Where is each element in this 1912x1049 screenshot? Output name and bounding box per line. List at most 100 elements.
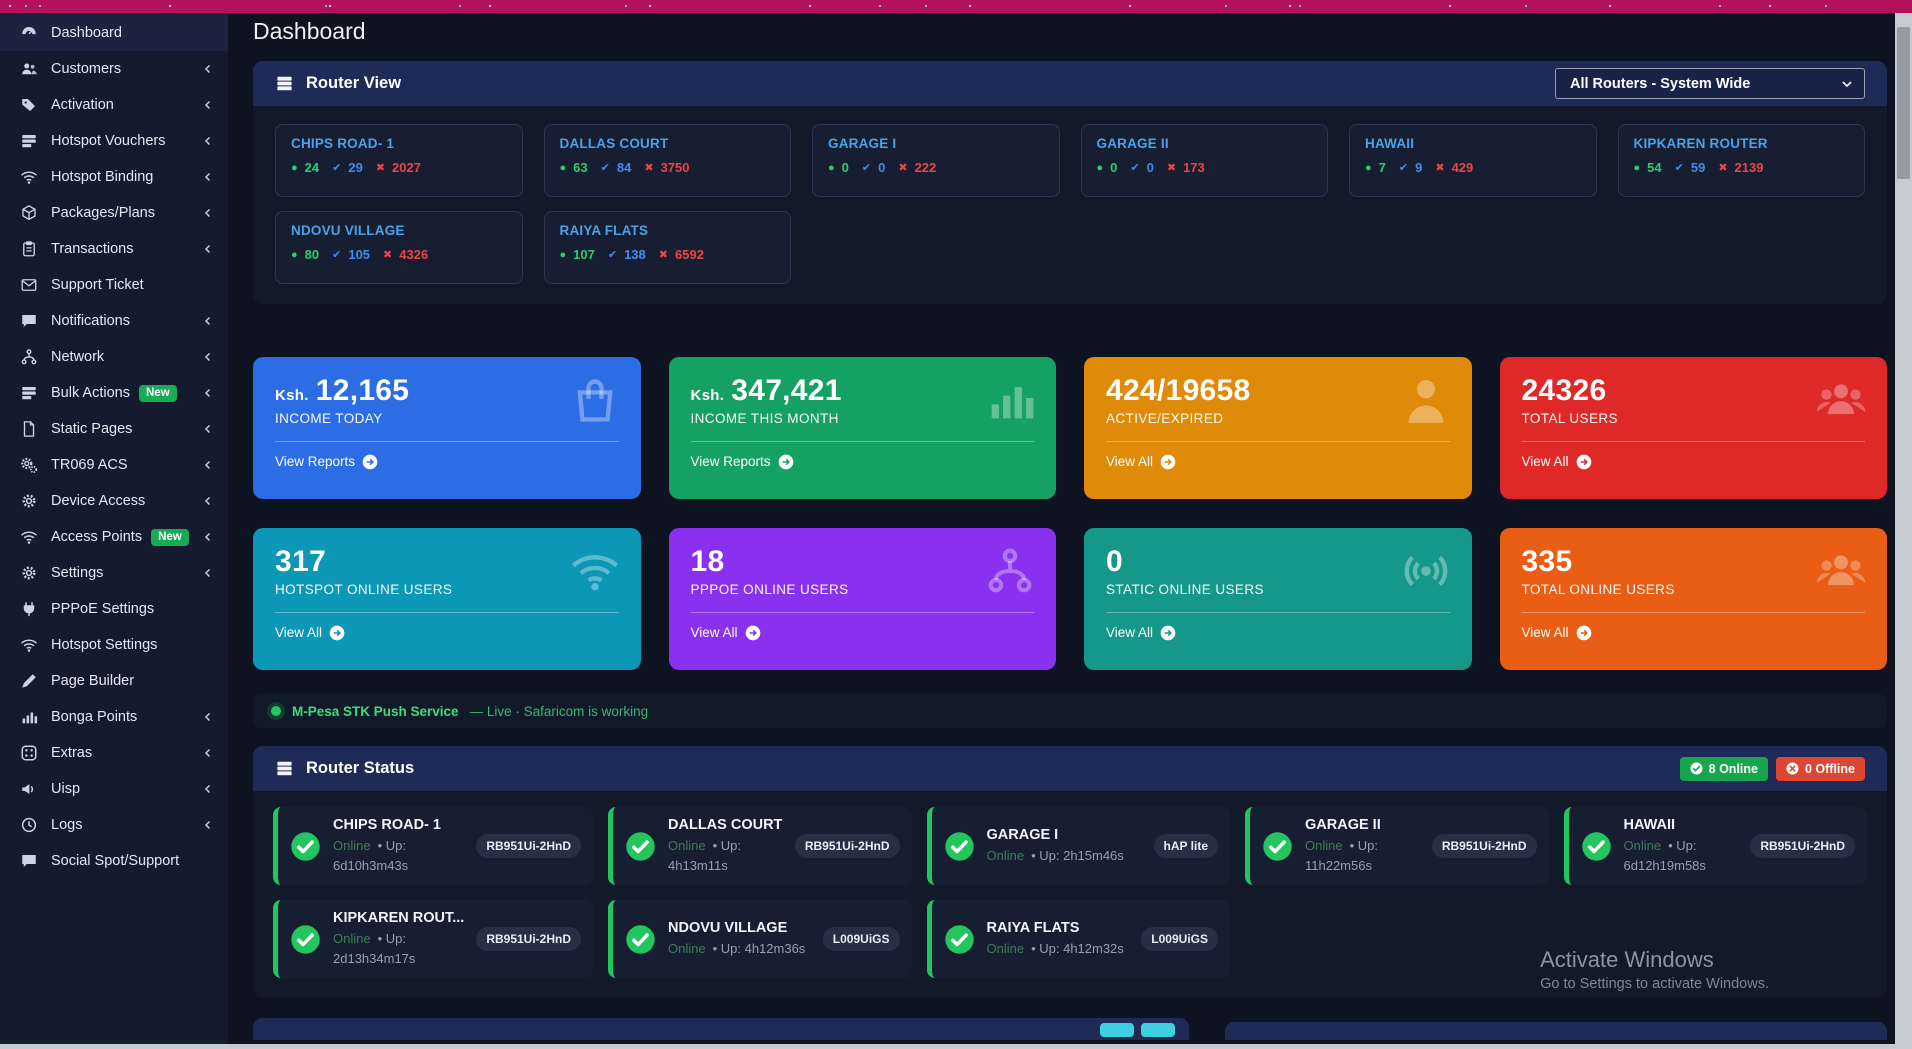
online-count: 107 bbox=[573, 247, 595, 262]
expired-x-icon: ✖ bbox=[383, 249, 393, 261]
sidebar-item[interactable]: Support Ticket bbox=[0, 267, 228, 303]
sidebar-item[interactable]: Bonga Points bbox=[0, 699, 228, 735]
router-summary-card[interactable]: GARAGE II ● 0 ✔ 0 ✖ 173 bbox=[1080, 124, 1328, 197]
sidebar-item-icon bbox=[20, 528, 38, 546]
router-summary-card[interactable]: DALLAS COURT ● 63 ✔ 84 ✖ 3750 bbox=[543, 124, 791, 197]
sidebar-item[interactable]: Network bbox=[0, 339, 228, 375]
stat-card-link[interactable]: View All bbox=[1522, 454, 1592, 470]
arrow-circle-right-icon bbox=[329, 625, 345, 641]
mini-tab-button[interactable] bbox=[1100, 1023, 1135, 1037]
sidebar-item[interactable]: Hotspot Vouchers bbox=[0, 123, 228, 159]
router-summary-card[interactable]: CHIPS ROAD- 1 ● 24 ✔ 29 ✖ 2027 bbox=[275, 124, 523, 197]
divider bbox=[1521, 612, 1865, 613]
sidebar-item[interactable]: Device Access bbox=[0, 483, 228, 519]
online-dot-icon: ● bbox=[1096, 161, 1104, 174]
router-status-card: CHIPS ROAD- 1 Online • Up: 6d10h3m43s RB9… bbox=[273, 807, 594, 885]
router-uptime: • Up: 4h12m36s bbox=[712, 940, 806, 956]
stat-label: STATIC ONLINE USERS bbox=[1106, 582, 1264, 597]
router-summary-card[interactable]: NDOVU VILLAGE ● 80 ✔ 105 ✖ 4326 bbox=[275, 211, 523, 284]
sidebar-item[interactable]: Extras bbox=[0, 735, 228, 771]
stat-card-link[interactable]: View Reports bbox=[691, 454, 794, 470]
sidebar-item[interactable]: Packages/Plans bbox=[0, 195, 228, 231]
sidebar-item-icon bbox=[20, 60, 38, 78]
online-count: 80 bbox=[304, 247, 320, 262]
sidebar-item[interactable]: Uisp bbox=[0, 771, 228, 807]
sidebar-item[interactable]: Hotspot Binding bbox=[0, 159, 228, 195]
stat-card-link[interactable]: View All bbox=[275, 625, 345, 641]
expired-count: 2139 bbox=[1734, 160, 1764, 175]
horizontal-scrollbar[interactable] bbox=[0, 1044, 1912, 1049]
sidebar-item-icon bbox=[20, 168, 38, 186]
sidebar-item-icon bbox=[20, 204, 38, 222]
router-status-panel: Router Status 8 Online 0 Offline bbox=[253, 746, 1887, 998]
router-summary-card[interactable]: GARAGE I ● 0 ✔ 0 ✖ 222 bbox=[812, 124, 1060, 197]
router-model-badge: RB951Ui-2HnD bbox=[1750, 834, 1855, 858]
sidebar-item-icon bbox=[20, 240, 38, 258]
mini-tab-button[interactable] bbox=[1141, 1023, 1176, 1037]
active-count: 0 bbox=[1146, 160, 1154, 175]
router-online-status: Online bbox=[333, 838, 371, 853]
router-online-status: Online bbox=[1623, 838, 1662, 853]
sidebar-item[interactable]: Transactions bbox=[0, 231, 228, 267]
offline-count-badge[interactable]: 0 Offline bbox=[1775, 756, 1865, 781]
sidebar-item[interactable]: Logs bbox=[0, 807, 228, 843]
stat-card-link[interactable]: View All bbox=[1106, 454, 1176, 470]
stat-card-link[interactable]: View Reports bbox=[275, 454, 378, 470]
sidebar-item[interactable]: Static Pages bbox=[0, 411, 228, 447]
sidebar-item[interactable]: Customers bbox=[0, 51, 228, 87]
router-summary-card[interactable]: KIPKAREN ROUTER ● 54 ✔ 59 ✖ 2139 bbox=[1617, 124, 1865, 197]
router-uptime: • Up: 6d10h3m43s bbox=[333, 838, 409, 873]
online-dot-icon: ● bbox=[828, 161, 835, 174]
router-view-title: Router View bbox=[306, 74, 402, 92]
sidebar-item[interactable]: Bulk Actions New bbox=[0, 375, 228, 411]
sidebar-item-icon bbox=[20, 348, 38, 366]
router-model-badge: L009UiGS bbox=[1141, 927, 1218, 951]
online-count-badge[interactable]: 8 Online bbox=[1679, 756, 1768, 781]
chevron-left-icon bbox=[202, 135, 214, 147]
router-status-card: HAWAII Online • Up: 6d12h19m58s RB951Ui-2… bbox=[1563, 807, 1867, 885]
divider bbox=[690, 441, 1034, 442]
router-name: KIPKAREN ROUT... bbox=[333, 910, 465, 926]
sidebar-item-label: PPPoE Settings bbox=[51, 601, 155, 617]
check-circle-icon bbox=[1262, 831, 1293, 862]
sidebar-item[interactable]: PPPoE Settings bbox=[0, 591, 228, 627]
router-name: CHIPS ROAD- 1 bbox=[333, 817, 441, 833]
active-check-icon: ✔ bbox=[332, 249, 342, 261]
sidebar-item[interactable]: TR069 ACS bbox=[0, 447, 228, 483]
stat-value: Ksh. 12,165 bbox=[275, 374, 410, 407]
sidebar-item-label: Packages/Plans bbox=[51, 205, 155, 221]
router-view-panel: Router View All Routers - System Wide CH… bbox=[253, 61, 1887, 304]
sidebar-item[interactable]: Notifications bbox=[0, 303, 228, 339]
router-online-status: Online bbox=[986, 940, 1025, 956]
router-name: RAIYA FLATS bbox=[559, 223, 649, 238]
sidebar-item[interactable]: Settings bbox=[0, 555, 228, 591]
stat-value: 317 bbox=[275, 545, 326, 578]
sidebar-item[interactable]: Dashboard bbox=[0, 15, 228, 51]
router-selector[interactable]: All Routers - System Wide bbox=[1555, 68, 1865, 99]
active-count: 84 bbox=[616, 160, 632, 175]
vertical-scrollbar[interactable] bbox=[1895, 13, 1912, 1044]
stat-card-link[interactable]: View All bbox=[1106, 625, 1176, 641]
sidebar-item-label: Hotspot Settings bbox=[51, 637, 158, 653]
sidebar-item[interactable]: Hotspot Settings bbox=[0, 627, 228, 663]
router-summary-card[interactable]: RAIYA FLATS ● 107 ✔ 138 ✖ 6592 bbox=[543, 211, 791, 284]
router-summary-card[interactable]: HAWAII ● 7 ✔ 9 ✖ 429 bbox=[1349, 124, 1597, 197]
online-count: 63 bbox=[573, 160, 588, 175]
sidebar-item[interactable]: Activation bbox=[0, 87, 228, 123]
expired-x-icon: ✖ bbox=[658, 249, 668, 261]
chevron-left-icon bbox=[202, 207, 214, 219]
arrow-circle-right-icon bbox=[1160, 625, 1176, 641]
sidebar-item[interactable]: Page Builder bbox=[0, 663, 228, 699]
stat-card-link[interactable]: View All bbox=[1522, 625, 1592, 641]
chevron-left-icon bbox=[202, 783, 214, 795]
sidebar-item[interactable]: Social Spot/Support bbox=[0, 843, 228, 879]
sidebar-item-label: TR069 ACS bbox=[51, 457, 128, 473]
sidebar-item-label: Activation bbox=[51, 97, 114, 113]
sidebar-item[interactable]: Access Points New bbox=[0, 519, 228, 555]
server-icon bbox=[275, 759, 294, 778]
stat-card: Ksh. 12,165 INCOME TODAY View Reports bbox=[253, 357, 641, 499]
stat-card-link[interactable]: View All bbox=[691, 625, 761, 641]
scrollbar-thumb[interactable] bbox=[1897, 27, 1910, 179]
live-dot-icon bbox=[271, 706, 281, 716]
router-name: KIPKAREN ROUTER bbox=[1633, 136, 1768, 151]
